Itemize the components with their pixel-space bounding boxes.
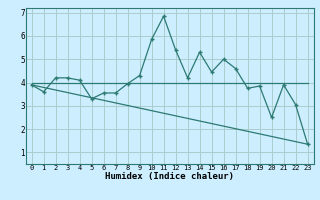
X-axis label: Humidex (Indice chaleur): Humidex (Indice chaleur) (105, 172, 234, 181)
